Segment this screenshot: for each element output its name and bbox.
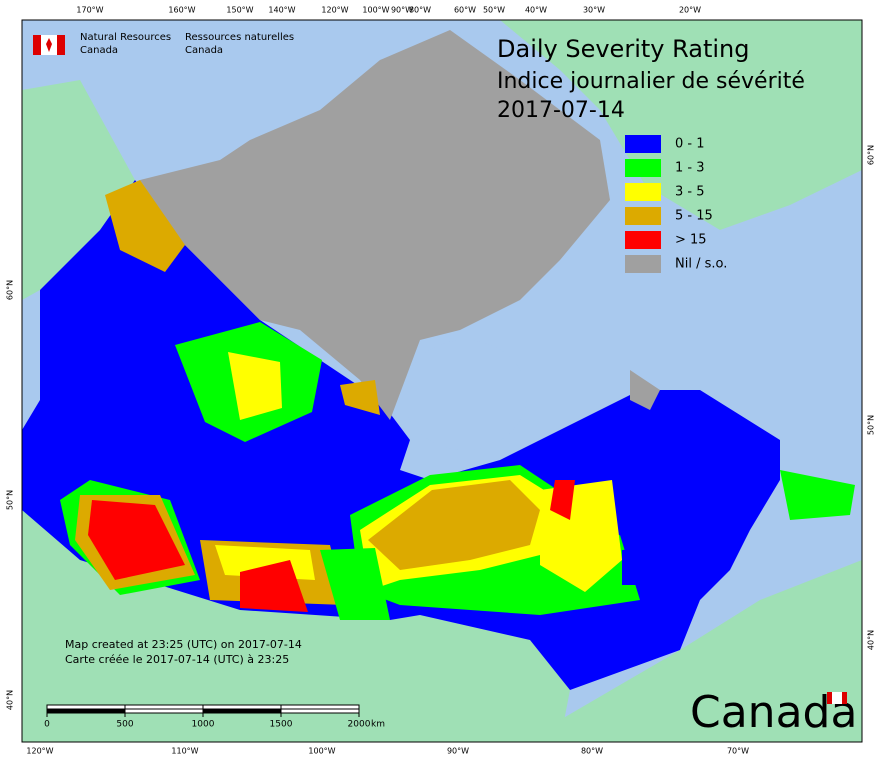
graticule-label: 80°W — [581, 747, 603, 756]
agency: Natural Resources Canada Ressources natu… — [33, 32, 294, 56]
graticule-label: 120°W — [26, 747, 53, 756]
legend-swatch — [625, 207, 661, 225]
graticule-label: 150°W — [226, 6, 253, 15]
scale-segment — [124, 708, 204, 714]
scale-label: 1500 — [270, 720, 293, 730]
frame — [21, 19, 863, 743]
title: Indice journalier de sévérité — [497, 69, 805, 94]
agency-en: Canada — [80, 45, 118, 56]
graticule-label: 120°W — [321, 6, 348, 15]
graticule-label: 40°W — [525, 6, 547, 15]
agency-fr: Ressources naturelles — [185, 32, 294, 43]
legend-label: > 15 — [675, 233, 707, 248]
graticule-label: 30°W — [583, 6, 605, 15]
graticule-label: 100°W — [362, 6, 389, 15]
graticule-label: 50°N — [6, 490, 15, 510]
note: Carte créée le 2017-07-14 (UTC) à 23:25 — [65, 653, 289, 666]
graticule-label: 60°N — [867, 145, 876, 165]
scale-unit: km — [371, 720, 385, 730]
legend-label: Nil / s.o. — [675, 257, 727, 272]
agency-en: Natural Resources — [80, 32, 171, 43]
scale-label: 2000 — [348, 720, 371, 730]
note: Map created at 23:25 (UTC) on 2017-07-14 — [65, 638, 302, 651]
graticule-label: 40°N — [6, 690, 15, 710]
legend-swatch — [625, 135, 661, 153]
graticule-label: 170°W — [76, 6, 103, 15]
scale-segment — [124, 704, 204, 710]
scale-segment — [202, 704, 282, 710]
graticule-label: 50°W — [483, 6, 505, 15]
graticule-label: 100°W — [308, 747, 335, 756]
legend-swatch — [625, 255, 661, 273]
legend-label: 5 - 15 — [675, 209, 713, 224]
graticule-label: 70°W — [727, 747, 749, 756]
graticule-label: 110°W — [171, 747, 198, 756]
agency-fr: Canada — [185, 45, 223, 56]
scale-label: 500 — [116, 720, 133, 730]
landmass — [22, 20, 862, 742]
scale-segment — [202, 708, 282, 714]
scale-segment — [280, 704, 360, 710]
graticule-label: 60°W — [454, 6, 476, 15]
graticule-label: 90°W — [391, 6, 413, 15]
scale-segment — [46, 704, 126, 710]
scale-segment — [46, 708, 126, 714]
wordmark-flag — [827, 692, 847, 704]
graticule-label: 90°W — [447, 747, 469, 756]
graticule-label: 20°W — [679, 6, 701, 15]
legend-label: 0 - 1 — [675, 137, 705, 152]
scale-label: 1000 — [192, 720, 215, 730]
legend-swatch — [625, 231, 661, 249]
legend-swatch — [625, 183, 661, 201]
graticule-label: 60°N — [6, 280, 15, 300]
scale-segment — [280, 708, 360, 714]
graticule-label: 40°N — [867, 630, 876, 650]
graticule-label: 80°W — [409, 6, 431, 15]
legend-label: 1 - 3 — [675, 161, 705, 176]
legend-label: 3 - 5 — [675, 185, 705, 200]
title: 2017-07-14 — [497, 98, 625, 123]
graticule-label: 50°N — [867, 415, 876, 435]
graticule-label: 160°W — [168, 6, 195, 15]
legend-swatch — [625, 159, 661, 177]
title: Daily Severity Rating — [497, 35, 749, 63]
graticule-label: 140°W — [268, 6, 295, 15]
scale-label: 0 — [44, 720, 50, 730]
